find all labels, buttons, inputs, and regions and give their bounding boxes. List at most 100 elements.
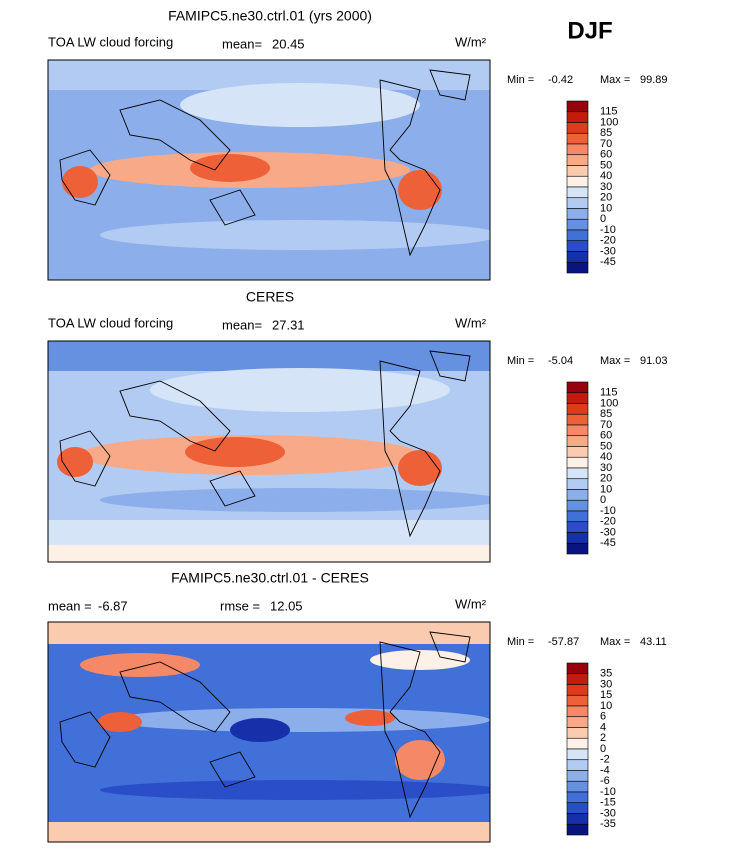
- colorbar-label: 100: [600, 397, 618, 409]
- colorbar-box: [566, 381, 589, 394]
- colorbar-label: 30: [600, 462, 612, 474]
- colorbar-label: 20: [600, 192, 612, 204]
- colorbar-label: 4: [600, 721, 606, 733]
- colorbar-box: [566, 456, 589, 469]
- panel-title: FAMIPC5.ne30.ctrl.01 (yrs 2000): [168, 8, 372, 24]
- map-frame: [47, 621, 491, 843]
- colorbar-label: 50: [600, 159, 612, 171]
- colorbar-box: [566, 662, 589, 675]
- colorbar-box: [566, 705, 589, 718]
- colorbar-box: [566, 467, 589, 480]
- colorbar-label: -45: [600, 256, 616, 268]
- colorbar-box: [566, 813, 589, 825]
- min-label: Min =: [507, 355, 534, 367]
- colorbar-box: [566, 823, 589, 836]
- colorbar-label: -20: [600, 516, 616, 528]
- colorbar-box: [566, 143, 589, 156]
- stat-value: 20.45: [272, 36, 305, 51]
- colorbar-box: [566, 261, 589, 274]
- colorbar-box: [566, 186, 589, 199]
- colorbar-label: 20: [600, 473, 612, 485]
- colorbar-box: [566, 499, 589, 512]
- colorbar-label: 10: [600, 483, 612, 495]
- stat-label: mean=: [222, 317, 262, 332]
- colorbar-box: [566, 218, 589, 231]
- colorbar-box: [566, 435, 589, 447]
- colorbar-box: [566, 791, 589, 804]
- colorbar-box: [566, 175, 589, 188]
- colorbar-label: 0: [600, 213, 606, 225]
- colorbar-box: [566, 770, 589, 782]
- max-label: Max =: [600, 74, 630, 86]
- colorbar-box: [566, 694, 589, 707]
- colorbar-label: 10: [600, 202, 612, 214]
- colorbar-label: 70: [600, 138, 612, 150]
- units: W/m²: [455, 34, 487, 49]
- colorbar-label: 60: [600, 149, 612, 161]
- colorbar-label: 30: [600, 678, 612, 690]
- map-frame: [47, 340, 491, 563]
- colorbar-label: -10: [600, 786, 616, 798]
- colorbar-box: [566, 684, 589, 696]
- colorbar-box: [566, 446, 589, 458]
- coastlines: [59, 69, 471, 819]
- colorbar-label: -10: [600, 505, 616, 517]
- colorbar-box: [566, 532, 589, 544]
- colorbar-box: [566, 748, 589, 761]
- colorbar-label: 6: [600, 711, 606, 723]
- colorbar-label: -45: [600, 537, 616, 549]
- colorbar-label: -30: [600, 245, 616, 257]
- colorbar-box: [566, 489, 589, 501]
- colorbar-box: [566, 392, 589, 404]
- colorbar-label: -6: [600, 775, 610, 787]
- colorbar-box: [566, 165, 589, 177]
- colorbar-box: [566, 403, 589, 415]
- map-frame: [47, 59, 491, 281]
- colorbar-box: [566, 716, 589, 728]
- colorbar-box: [566, 424, 589, 437]
- colorbar-box: [566, 673, 589, 685]
- colorbar-label: -2: [600, 754, 610, 766]
- colorbar-label: 40: [600, 170, 612, 182]
- colorbar-label: 100: [600, 116, 618, 128]
- colorbar-label: -10: [600, 224, 616, 236]
- colorbar-label: 40: [600, 451, 612, 463]
- colorbar-label: 0: [600, 494, 606, 506]
- stat-value: 27.31: [272, 317, 305, 332]
- map: [48, 341, 490, 562]
- colorbar-label: 85: [600, 127, 612, 139]
- stat-value: 12.05: [270, 598, 303, 613]
- units: W/m²: [455, 596, 487, 611]
- max-value: 91.03: [640, 355, 668, 367]
- colorbar-box: [566, 780, 589, 793]
- colorbar-label: -15: [600, 797, 616, 809]
- colorbar-box: [566, 802, 589, 814]
- colorbar-label: -30: [600, 526, 616, 538]
- colorbar-box: [566, 413, 589, 426]
- panel-title: FAMIPC5.ne30.ctrl.01 - CERES: [171, 570, 369, 586]
- colorbar-box: [566, 251, 589, 263]
- colorbar-label: -20: [600, 235, 616, 247]
- colorbar-label: 50: [600, 440, 612, 452]
- colorbar-box: [566, 478, 589, 490]
- colorbar-label: 60: [600, 430, 612, 442]
- max-value: 99.89: [640, 74, 668, 86]
- colorbar-box: [566, 208, 589, 220]
- colorbar-label: 10: [600, 700, 612, 712]
- units: W/m²: [455, 315, 487, 330]
- min-value: -57.87: [548, 636, 579, 648]
- colorbar-label: 115: [600, 106, 618, 118]
- max-value: 43.11: [640, 636, 667, 648]
- colorbar-box: [566, 727, 589, 739]
- season-title: DJF: [567, 17, 612, 44]
- colorbar-label: 2: [600, 732, 606, 744]
- map: [48, 60, 490, 280]
- colorbar-box: [566, 229, 589, 242]
- colorbar-box: [566, 510, 589, 523]
- min-value: -5.04: [548, 355, 573, 367]
- colorbar-label: -35: [600, 818, 616, 830]
- map: [48, 622, 490, 842]
- colorbar-box: [566, 197, 589, 209]
- colorbar-box: [566, 132, 589, 145]
